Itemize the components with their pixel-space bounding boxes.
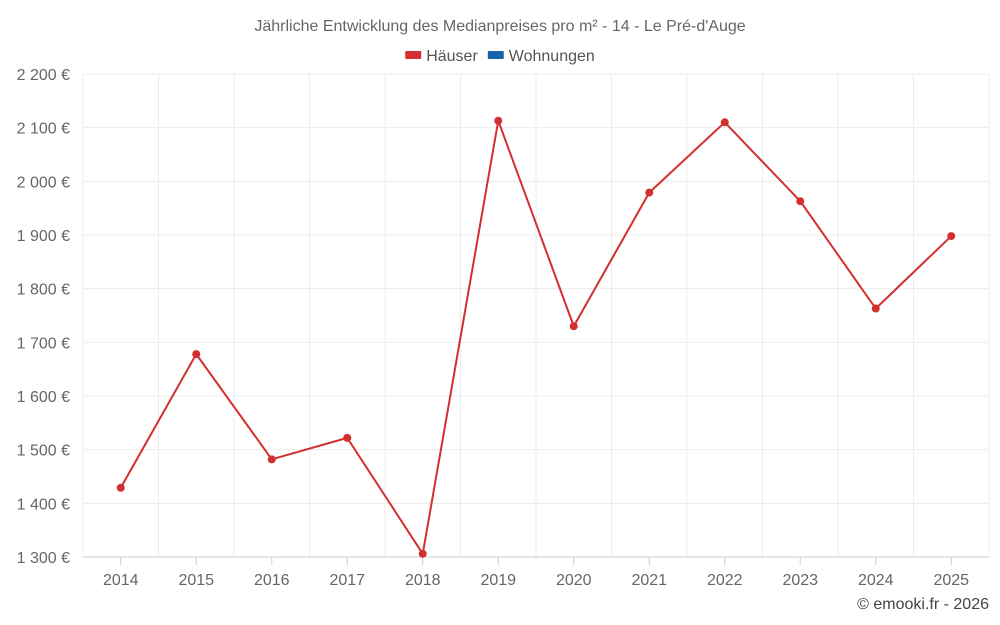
x-tick-label-2016: 2016	[254, 572, 290, 589]
grid	[82, 73, 990, 565]
x-tick-label-2021: 2021	[631, 572, 667, 589]
data-point-h-user-2017	[343, 433, 352, 442]
legend-item-h-user: Häuser	[405, 48, 478, 65]
y-tick-label-2000: 2 000 €	[17, 174, 70, 191]
x-tick-label-2018: 2018	[405, 572, 441, 589]
data-point-h-user-2018	[418, 549, 427, 558]
x-tick-label-2020: 2020	[556, 572, 592, 589]
x-tick-label-2023: 2023	[782, 572, 818, 589]
y-tick-label-1700: 1 700 €	[17, 335, 70, 352]
y-axis-ticks: 1 300 € 1 400 € 1 500 € 1 600 € 1 700 € 1 800…	[17, 67, 70, 567]
legend-swatch-h-user	[405, 51, 422, 59]
y-tick-label-1300: 1 300 €	[17, 550, 70, 567]
legend-item-wohnungen: Wohnungen	[487, 48, 595, 65]
y-tick-label-1900: 1 900 €	[17, 228, 70, 245]
y-tick-label-1400: 1 400 €	[17, 496, 70, 513]
data-point-h-user-2016	[267, 455, 276, 464]
data-point-h-user-2015	[192, 350, 201, 359]
legend-label-wohnungen: Wohnungen	[509, 48, 595, 65]
x-tick-label-2019: 2019	[480, 572, 516, 589]
y-tick-label-2200: 2 200 €	[17, 67, 70, 84]
y-tick-label-1600: 1 600 €	[17, 389, 70, 406]
data-point-h-user-2023	[796, 197, 805, 206]
legend: Häuser Wohnungen	[405, 48, 595, 65]
chart-title: Jährliche Entwicklung des Medianpreises …	[254, 18, 745, 35]
x-tick-label-2022: 2022	[707, 572, 743, 589]
y-tick-label-1500: 1 500 €	[17, 443, 70, 460]
data-point-h-user-2019	[494, 116, 503, 125]
x-tick-label-2014: 2014	[103, 572, 139, 589]
x-tick-label-2015: 2015	[178, 572, 214, 589]
x-axis-ticks: 2014 2015 2016 2017 2018 2019 2020 2021 2022 2023…	[103, 572, 969, 589]
series-h-user	[116, 116, 956, 558]
legend-swatch-wohnungen	[487, 51, 504, 59]
data-point-h-user-2014	[116, 483, 125, 492]
data-point-h-user-2024	[871, 304, 880, 313]
legend-label-h-user: Häuser	[426, 48, 478, 65]
data-point-h-user-2022	[720, 118, 729, 127]
x-tick-label-2024: 2024	[858, 572, 894, 589]
series	[116, 116, 956, 558]
y-tick-label-2100: 2 100 €	[17, 121, 70, 138]
data-point-h-user-2020	[569, 322, 578, 331]
data-point-h-user-2025	[947, 232, 956, 241]
x-tick-label-2017: 2017	[329, 572, 365, 589]
series-line-h-user	[119, 119, 952, 555]
credit-text: © emooki.fr - 2026	[857, 596, 989, 613]
x-tick-label-2025: 2025	[933, 572, 969, 589]
data-point-h-user-2021	[645, 188, 654, 197]
y-tick-label-1800: 1 800 €	[17, 282, 70, 299]
